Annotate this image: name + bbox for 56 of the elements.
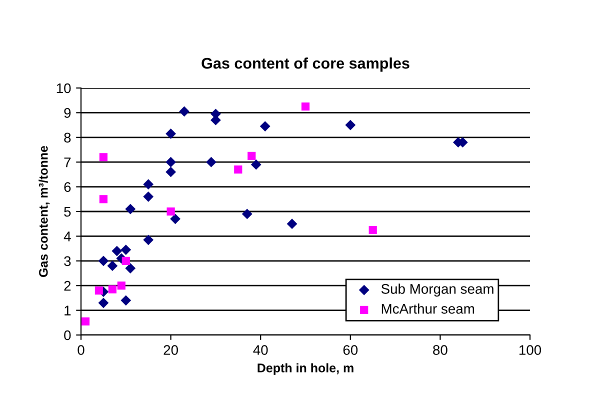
point [248, 152, 256, 160]
point [166, 166, 176, 178]
point [122, 256, 130, 265]
y-tick-label: 2 [64, 280, 71, 291]
point [125, 263, 136, 274]
y-tick-label: 1 [64, 306, 71, 316]
point [143, 234, 154, 246]
y-tick-label: 7 [64, 158, 71, 168]
point [250, 159, 262, 170]
x-tick-label: 60 [343, 345, 358, 355]
point [234, 165, 242, 174]
point [112, 246, 122, 256]
legend-label: McArthur seam [382, 304, 474, 314]
y-tick-label: 6 [64, 182, 71, 192]
point [117, 282, 126, 290]
x-tick-label: 40 [253, 345, 268, 355]
x-tick-label: 0 [78, 345, 84, 355]
point [260, 121, 270, 132]
point [99, 153, 108, 162]
point [99, 195, 108, 204]
point [242, 208, 252, 220]
point [143, 179, 154, 190]
point [107, 260, 118, 272]
point [120, 295, 132, 306]
y-tick-label: 5 [64, 206, 71, 217]
point [166, 128, 176, 139]
y-tick-label: 10 [56, 83, 71, 94]
x-tick-label: 80 [433, 345, 448, 355]
y-tick-label: 4 [64, 232, 71, 242]
point [143, 191, 154, 202]
point [286, 218, 298, 230]
point [125, 204, 136, 214]
point [98, 298, 109, 308]
y-tick-label: 8 [64, 132, 71, 143]
point [94, 286, 104, 295]
y-tick-label: 9 [64, 108, 71, 118]
chart-title: Gas content of core samples [202, 57, 410, 72]
y-axis-title: Gas content, m³/tonne [38, 146, 50, 277]
point [368, 226, 377, 234]
point [81, 317, 90, 326]
point [98, 256, 109, 266]
point [345, 120, 356, 130]
y-tick-label: 3 [64, 256, 71, 266]
x-axis-title: Depth in hole, m [258, 363, 354, 375]
legend-label: Sub Morgan seam [381, 284, 494, 297]
x-tick-label: 20 [164, 345, 178, 355]
point [120, 244, 132, 255]
y-tick-label: 0 [64, 330, 71, 340]
point [166, 156, 176, 168]
x-tick-label: 100 [519, 345, 542, 355]
point [108, 285, 116, 294]
point [166, 207, 175, 216]
point [170, 214, 180, 224]
point [206, 156, 216, 168]
point [301, 102, 310, 111]
point [179, 106, 190, 117]
